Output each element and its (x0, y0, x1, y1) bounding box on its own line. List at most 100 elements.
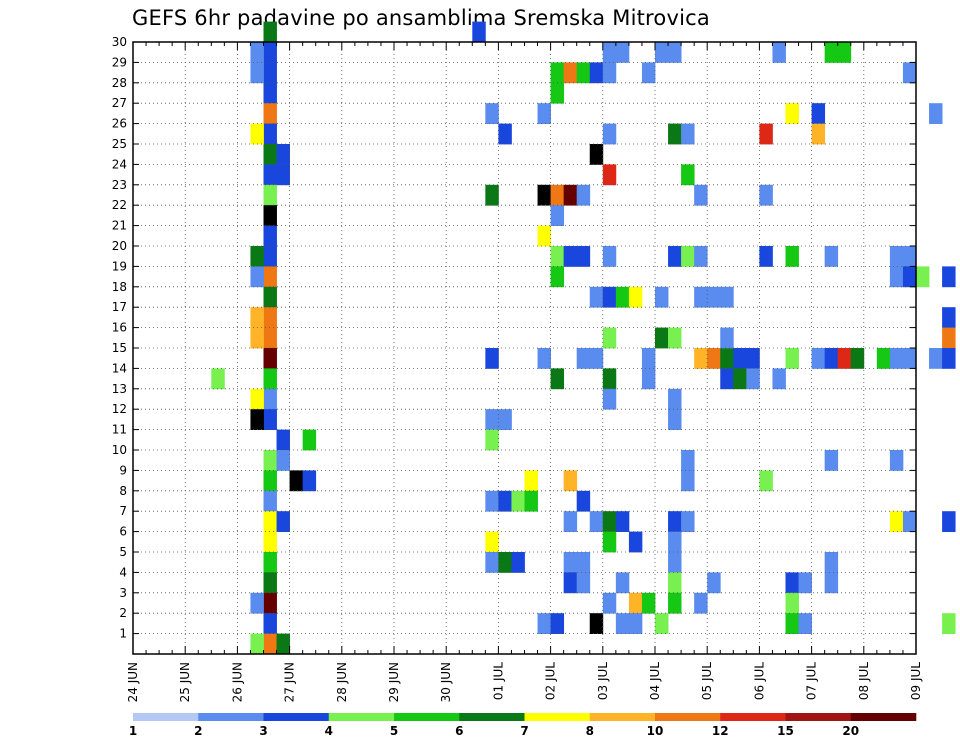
y-tick-label: 1 (119, 627, 127, 641)
heatmap-cell (576, 62, 591, 84)
heatmap-cell (576, 246, 591, 267)
heatmap-cell (602, 327, 617, 349)
colorbar-swatch (133, 713, 199, 721)
y-tick-label: 13 (112, 382, 127, 396)
heatmap-cell (785, 246, 799, 267)
heatmap-cell (942, 307, 956, 328)
heatmap-cell (589, 613, 604, 634)
heatmap-cell (615, 511, 630, 532)
y-tick-label: 2 (119, 606, 127, 620)
heatmap-cell (524, 490, 538, 512)
heatmap-cell (668, 246, 682, 267)
heatmap-cell (263, 21, 277, 43)
heatmap-cell (837, 42, 852, 63)
heatmap-cell (668, 123, 682, 145)
heatmap-cell (942, 511, 956, 532)
heatmap-cell (485, 490, 499, 512)
colorbar-label: 6 (455, 724, 463, 738)
heatmap-cell (498, 552, 512, 573)
heatmap-cell (537, 225, 551, 247)
heatmap-cell (276, 633, 290, 655)
colorbar-label: 7 (520, 724, 528, 738)
heatmap-cell (563, 552, 578, 573)
heatmap-cell (772, 368, 786, 390)
heatmap-cell (263, 531, 277, 553)
y-tick-label: 15 (112, 341, 127, 355)
heatmap-cell (824, 450, 839, 471)
x-tick-label: 05 JUL (700, 662, 714, 700)
heatmap-cell (720, 286, 734, 308)
colorbar-swatch (459, 713, 525, 721)
heatmap-cell (628, 531, 643, 553)
heatmap-cell (263, 511, 277, 532)
heatmap-cell (263, 633, 277, 655)
heatmap-cell (576, 490, 591, 512)
colorbar-label: 12 (712, 724, 729, 738)
y-tick-label: 3 (119, 586, 127, 600)
heatmap-cell (263, 205, 277, 226)
heatmap-cell (550, 246, 565, 267)
heatmap-cell (263, 368, 277, 390)
y-tick-label: 10 (112, 443, 127, 457)
heatmap-cell (733, 348, 747, 369)
x-tick-label: 24 JUN (126, 662, 140, 702)
heatmap-cell (602, 368, 617, 390)
y-tick-label: 8 (119, 484, 127, 498)
heatmap-cell (668, 409, 682, 430)
y-tick-label: 9 (119, 463, 127, 477)
heatmap-cell (785, 613, 799, 634)
y-tick-label: 6 (119, 525, 127, 539)
heatmap-cell (694, 246, 708, 267)
heatmap-cell (602, 592, 617, 614)
heatmap-cell (263, 225, 277, 247)
heatmap-cell (537, 103, 551, 124)
heatmap-cell (302, 470, 317, 492)
heatmap-cell (250, 409, 264, 430)
heatmap-cell (889, 511, 904, 532)
heatmap-cell (263, 184, 277, 206)
heatmap-cell (485, 409, 499, 430)
heatmap-cell (563, 470, 578, 492)
x-tick-label: 07 JUL (805, 662, 819, 700)
plot-border (132, 41, 917, 655)
heatmap-cell (942, 327, 956, 349)
heatmap-cell (550, 613, 565, 634)
heatmap-cell (263, 613, 277, 634)
heatmap-cell (942, 266, 956, 288)
heatmap-cell (811, 103, 826, 124)
heatmap-cell (681, 123, 695, 145)
heatmap-cell (576, 348, 591, 369)
heatmap-cell (263, 327, 277, 349)
x-tick-label: 29 JUN (387, 662, 401, 702)
heatmap-cell (485, 103, 499, 124)
heatmap-cell (289, 470, 304, 492)
heatmap-cell (276, 450, 290, 471)
heatmap-cell (602, 164, 617, 186)
heatmap-cell (785, 592, 799, 614)
heatmap-cell (263, 552, 277, 573)
y-tick-label: 29 (112, 55, 127, 69)
heatmap-cell (681, 450, 695, 471)
heatmap-cell (498, 123, 512, 145)
heatmap-cell (589, 348, 604, 369)
heatmap-cell (537, 613, 551, 634)
heatmap-cell (263, 592, 277, 614)
colorbar-label: 1 (129, 724, 137, 738)
heatmap-cell (668, 572, 682, 594)
heatmap-cell (537, 184, 551, 206)
heatmap-cell (263, 450, 277, 471)
heatmap-cell (785, 103, 799, 124)
colorbar-label: 8 (586, 724, 594, 738)
y-tick-label: 25 (112, 137, 127, 151)
heatmap-cell (902, 266, 917, 288)
colorbar-swatch (524, 713, 591, 721)
x-tick-label: 06 JUL (752, 662, 766, 700)
colorbar-swatch (785, 713, 852, 721)
y-tick-label: 7 (119, 504, 127, 518)
heatmap-cell (681, 511, 695, 532)
x-tick-label: 26 JUN (230, 662, 244, 702)
x-tick-label: 09 JUL (909, 662, 923, 700)
heatmap-cell (641, 592, 656, 614)
x-tick-label: 03 JUL (596, 662, 610, 700)
x-tick-label: 28 JUN (335, 662, 349, 702)
